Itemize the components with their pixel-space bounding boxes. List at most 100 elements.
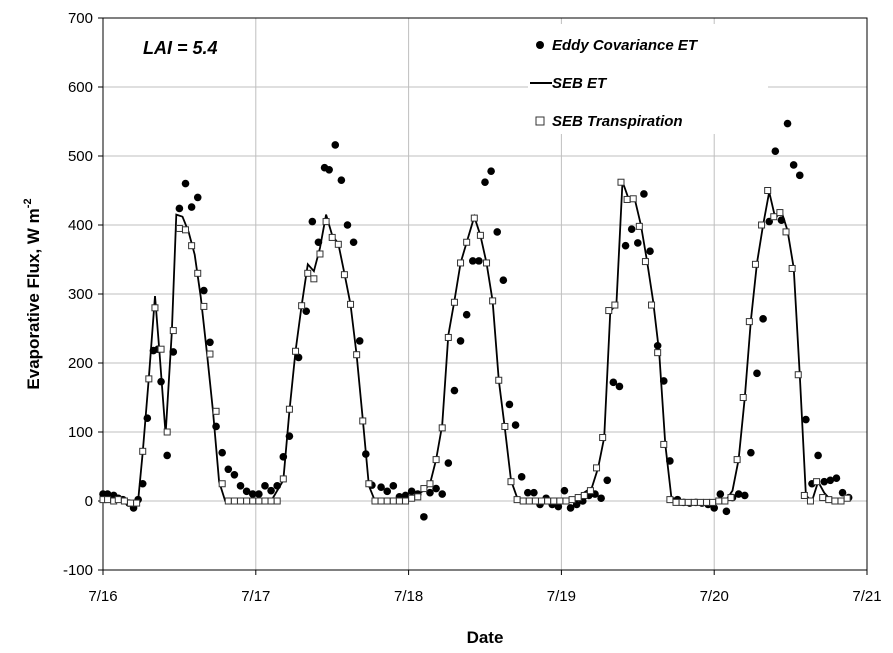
seb-transpiration-point <box>383 497 391 505</box>
seb-transpiration-point <box>635 222 643 230</box>
seb-transpiration-point <box>470 214 478 222</box>
eddy-covariance-point <box>505 400 514 409</box>
seb-transpiration-point <box>586 487 594 495</box>
eddy-covariance-point <box>621 241 630 250</box>
eddy-covariance-point <box>814 451 822 460</box>
eddy-covariance-point <box>653 341 662 350</box>
eddy-covariance-point <box>640 190 648 198</box>
seb-transpiration-point <box>678 498 686 506</box>
seb-transpiration-point <box>538 497 546 505</box>
seb-transpiration-point <box>304 269 312 277</box>
eddy-covariance-point <box>285 432 294 440</box>
y-tick-label: 500 <box>68 148 93 165</box>
eddy-covariance-point <box>308 217 317 226</box>
eddy-covariance-point <box>103 490 112 498</box>
eddy-covariance-point <box>771 147 780 155</box>
seb-transpiration-point <box>629 195 637 203</box>
eddy-covariance-point <box>206 338 214 347</box>
eddy-covariance-point <box>475 257 483 265</box>
y-tick-label: 200 <box>68 355 93 372</box>
eddy-covariance-point <box>609 378 618 387</box>
x-tick-label: 7/17 <box>241 588 270 605</box>
eddy-covariance-point <box>383 487 392 496</box>
seb-transpiration-point <box>359 417 367 425</box>
legend-marker-eddy-covariance <box>536 41 544 49</box>
seb-transpiration-point <box>739 394 747 401</box>
seb-transpiration-point <box>151 304 159 312</box>
seb-transpiration-point <box>279 475 287 483</box>
seb-transpiration-point <box>721 497 729 505</box>
seb-transpiration-point <box>169 327 177 335</box>
seb-transpiration-point <box>593 464 601 472</box>
eddy-covariance-point <box>143 414 152 423</box>
seb-transpiration-point <box>660 440 668 448</box>
seb-transpiration-point <box>194 269 202 277</box>
seb-transpiration-point <box>218 480 226 488</box>
seb-transpiration-point <box>432 456 440 464</box>
seb-transpiration-point <box>709 498 717 506</box>
seb-transpiration-point <box>249 497 257 505</box>
seb-transpiration-point <box>127 499 135 507</box>
eddy-covariance-point <box>462 310 471 319</box>
eddy-covariance-point <box>838 488 847 497</box>
eddy-covariance-point <box>355 337 364 345</box>
eddy-covariance-point <box>603 476 612 485</box>
seb-transpiration-point <box>825 496 833 504</box>
seb-transpiration-point <box>641 258 649 266</box>
seb-transpiration-point <box>837 497 845 505</box>
seb-transpiration-point <box>420 485 428 493</box>
y-axis-ticks: -100 0 100 200 300 400 500 600 700 <box>63 10 103 579</box>
seb-transpiration-point <box>157 345 165 353</box>
eddy-covariance-point <box>795 171 804 180</box>
seb-transpiration-point <box>402 497 410 505</box>
seb-transpiration-point <box>261 497 269 505</box>
eddy-covariance-point <box>493 228 502 236</box>
seb-transpiration-point <box>188 242 196 250</box>
eddy-covariance-point <box>349 238 358 247</box>
seb-transpiration-point <box>450 298 458 306</box>
eddy-covariance-point <box>646 247 654 256</box>
eddy-covariance-point <box>789 161 798 169</box>
seb-transpiration-point <box>133 499 141 507</box>
x-tick-label: 7/18 <box>394 588 423 605</box>
seb-transpiration-point <box>770 213 778 221</box>
seb-transpiration-point <box>463 238 471 246</box>
eddy-covariance-point <box>753 369 761 378</box>
eddy-covariance-point <box>499 276 508 285</box>
eddy-covariance-point <box>802 415 810 424</box>
seb-transpiration-point <box>328 233 336 241</box>
seb-transpiration-point <box>501 422 509 430</box>
seb-transpiration-point <box>139 447 147 455</box>
x-tick-label: 7/19 <box>547 588 576 605</box>
seb-transpiration-point <box>298 302 306 310</box>
eddy-covariance-point <box>444 459 453 467</box>
seb-transpiration-point <box>819 494 827 502</box>
seb-transpiration-point <box>782 228 790 236</box>
seb-transpiration-point <box>316 250 324 258</box>
y-axis-title-main: Evaporative Flux, W m <box>24 208 43 389</box>
seb-transpiration-point <box>457 259 465 267</box>
y-tick-label: 600 <box>68 79 93 96</box>
eddy-covariance-point <box>554 502 563 511</box>
seb-transpiration-point <box>322 218 330 226</box>
seb-transpiration-point <box>438 424 446 432</box>
eddy-covariance-point <box>255 490 263 498</box>
eddy-covariance-point <box>530 488 538 497</box>
eddy-covariance-point <box>230 470 239 479</box>
eddy-covariance-point <box>747 448 755 457</box>
seb-transpiration-point <box>806 497 814 505</box>
seb-transpiration-point <box>120 497 128 505</box>
seb-transpiration-point <box>104 496 112 504</box>
seb-transpiration-point <box>267 497 275 505</box>
seb-transpiration-point <box>800 491 808 499</box>
seb-transpiration-point <box>310 275 318 283</box>
x-tick-label: 7/16 <box>88 588 117 605</box>
y-tick-label: 0 <box>85 493 93 510</box>
seb-transpiration-point <box>395 497 403 505</box>
seb-transpiration-point <box>426 480 434 488</box>
eddy-covariance-point <box>212 422 220 431</box>
eddy-covariance-point <box>468 257 477 265</box>
seb-transpiration-point <box>489 297 497 305</box>
seb-transpiration-point <box>831 497 839 505</box>
seb-transpiration-point <box>334 240 342 248</box>
